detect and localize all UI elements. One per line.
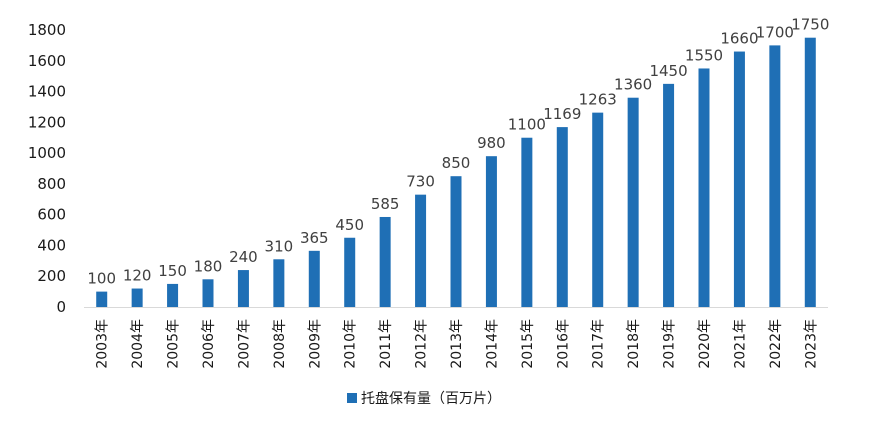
bar [96,291,108,307]
y-tick-label: 1600 [28,52,66,70]
data-label: 180 [194,257,223,275]
x-tick-label: 2014年 [484,319,500,369]
x-tick-label: 2004年 [130,319,146,369]
bar [663,83,675,307]
legend-swatch [347,393,357,403]
data-label: 150 [158,262,187,280]
bars [96,37,816,308]
bar [308,250,320,307]
x-tick-label: 2018年 [626,319,642,369]
data-label: 585 [371,195,400,213]
data-label: 1169 [543,105,581,123]
bar [804,37,816,307]
data-label: 1700 [756,23,794,41]
y-tick-label: 1800 [28,21,66,39]
data-label: 730 [406,173,435,191]
data-labels: 100 120 150 180 240 310 365 450 585 730 850 9801100… [87,16,829,288]
bar [273,259,285,307]
y-tick-label: 1200 [28,113,66,131]
bar [344,237,356,307]
y-tick-label: 1400 [28,83,66,101]
data-label: 1360 [614,76,652,94]
data-label: 365 [300,229,329,247]
x-axis: 2003年 2004年 2005年 2006年 2007年 2008年 2009年 2010年… [84,307,828,369]
bar [131,288,143,307]
y-tick-label: 200 [37,267,66,285]
x-tick-label: 2015年 [520,319,536,369]
x-tick-label: 2011年 [378,319,394,369]
x-tick-label: 2009年 [307,319,323,369]
data-label: 1660 [720,30,758,48]
x-tick-label: 2013年 [449,319,465,369]
y-tick-label: 600 [37,206,66,224]
bar [415,194,427,307]
data-label: 240 [229,248,258,266]
bar [769,45,781,308]
x-tick-label: 2006年 [201,319,217,369]
x-tick-label: 2003年 [95,319,111,369]
bar [627,97,639,307]
x-tick-label: 2019年 [662,319,678,369]
bar [450,176,462,307]
x-tick-label: 2007年 [236,319,252,369]
x-tick-label: 2012年 [414,319,430,369]
x-tick-label: 2021年 [732,319,748,369]
legend-label: 托盘保有量（百万片） [361,390,501,407]
data-label: 1550 [685,46,723,64]
data-label: 980 [477,134,506,152]
x-tick-label: 2005年 [166,319,182,369]
data-label: 1450 [649,62,687,80]
data-label: 1263 [579,91,617,109]
x-tick-label: 2023年 [803,319,819,369]
bar [379,216,391,307]
data-label: 450 [335,216,364,234]
y-axis: 0 200 400 600 800 1000 1200 1400 1600 1800 [28,21,66,316]
bar [521,137,533,307]
y-tick-label: 800 [37,175,66,193]
data-label: 1100 [508,116,546,134]
y-tick-label: 0 [56,298,66,316]
bar [556,127,568,308]
x-tick-label: 2016年 [555,319,571,369]
x-tick-label: 2022年 [768,319,784,369]
x-tick-label: 2020年 [697,319,713,369]
data-label: 850 [442,154,471,172]
bar [167,283,179,307]
y-tick-label: 400 [37,236,66,254]
x-tick-label: 2010年 [343,319,359,369]
bar [485,156,497,307]
x-tick-label: 2008年 [272,319,288,369]
data-label: 1750 [791,16,829,34]
x-tick-label: 2017年 [591,319,607,369]
y-tick-label: 1000 [28,144,66,162]
data-label: 100 [87,270,116,288]
data-label: 120 [123,267,152,285]
bar [733,51,745,307]
legend: 托盘保有量（百万片） [347,390,501,407]
bar [202,279,214,307]
data-label: 310 [265,237,294,255]
bar [237,270,249,307]
bar [592,112,604,307]
bar [698,68,710,307]
